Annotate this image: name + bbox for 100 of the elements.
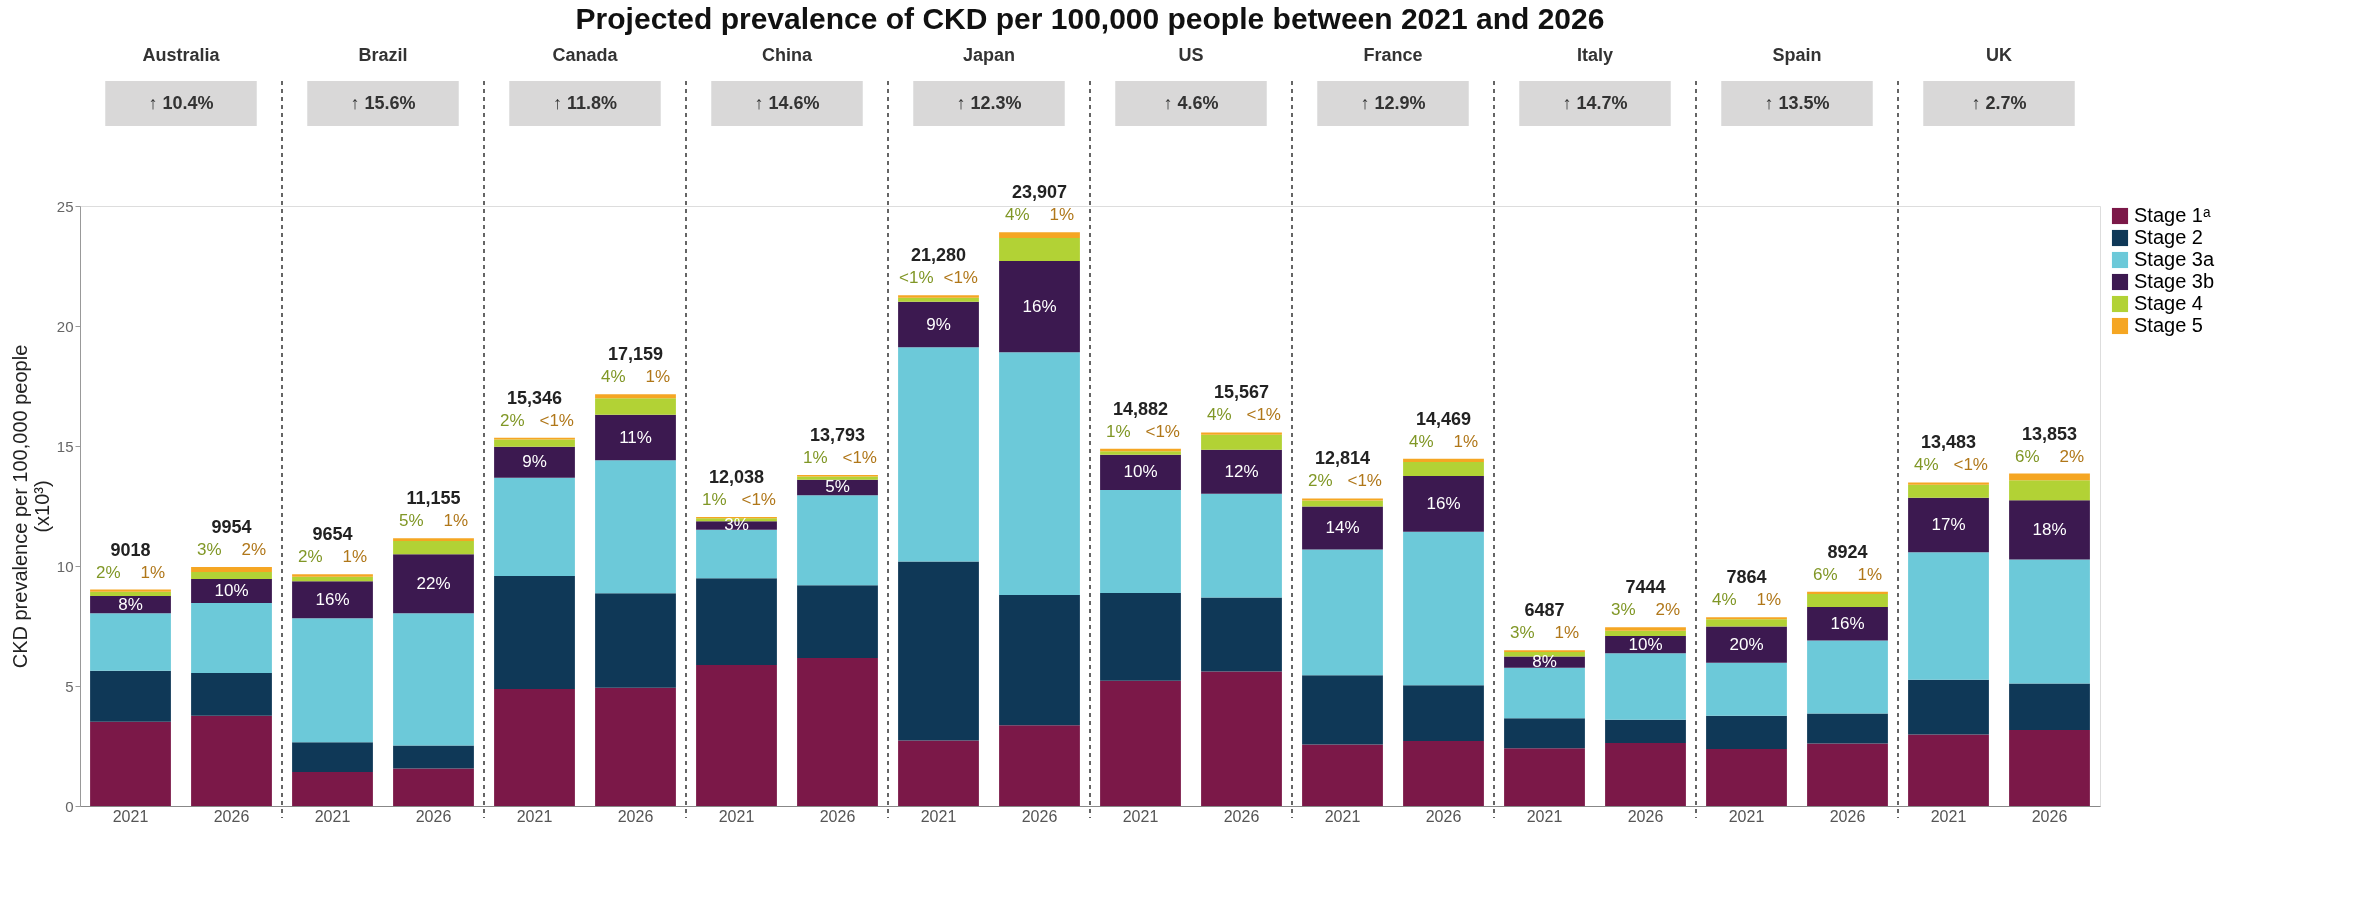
annotation: 16% [315,589,350,609]
bar [1908,552,1989,680]
annotation: 1% [342,547,368,567]
annotation: 16% [1022,296,1057,316]
bar [2009,480,2090,501]
text: ↑ 12.9% [1360,93,1426,113]
x-tick-label: 2021 [314,807,351,825]
total-label: 8924 [1827,541,1868,562]
bar [595,593,676,688]
annotation: <1% [539,410,574,430]
annotation: 1% [1554,623,1580,643]
bar [393,613,474,746]
x-tick-label: 2026 [415,807,452,825]
total-label: 17,159 [607,344,664,365]
annotation: 5% [825,477,850,497]
annotation: 1% [1049,205,1075,225]
bar [1807,593,1888,607]
bar [393,554,474,614]
bar [1302,744,1383,806]
annotation: 1% [1756,590,1782,610]
bar [292,771,373,806]
text: ↑ 11.8% [552,93,618,113]
bar [494,576,575,689]
bar [1807,743,1888,806]
bar [2009,473,2090,481]
bar [1100,680,1181,806]
total-label: 9018 [110,539,151,560]
bar [191,567,272,572]
bar [393,745,474,769]
annotation: 4% [600,367,626,387]
total-label: 7444 [1625,577,1666,598]
annotation: 4% [1408,431,1434,451]
annotation: 14% [1325,518,1360,538]
bar [1201,671,1282,806]
annotation: 1% [443,511,469,531]
annotation: 4% [1711,590,1737,610]
bar [292,574,373,577]
bar [292,742,373,772]
bar [1403,458,1484,463]
bar [797,657,878,806]
annotation: 2% [2059,446,2085,466]
annotation: 22% [416,573,451,593]
bar [898,295,979,298]
text: ↑ 12.3% [956,93,1022,113]
total-label: 6487 [1524,600,1565,621]
bar [1201,434,1282,450]
annotation: 5% [398,511,424,531]
bar [2009,559,2090,684]
x-tick-label: 2021 [1122,807,1159,825]
text: France [1363,45,1423,65]
annotation: <1% [943,268,978,288]
annotation: 2% [95,562,121,582]
bar [1807,640,1888,714]
text: ↑ 14.7% [1562,93,1628,113]
legend-label: Stage 5 [2134,314,2203,336]
annotation: <1% [1347,471,1382,491]
annotation: 2% [499,410,525,430]
bar [1605,719,1686,744]
bar [1403,740,1484,806]
text: Spain [1772,45,1822,65]
bar [1807,591,1888,594]
bar [191,603,272,674]
bar [1908,484,1989,498]
bar [191,571,272,580]
total-label: 12,814 [1314,448,1371,469]
text: ↑ 4.6% [1163,93,1219,113]
text: ↑ 14.6% [754,93,820,113]
bar [2009,729,2090,806]
total-label: 9954 [211,517,252,538]
y-tick-label: 5 [65,677,74,695]
bar [1201,449,1282,494]
bar [1302,549,1383,676]
bar [1403,476,1484,532]
bar [1706,626,1787,663]
y-tick-label: 10 [56,557,74,575]
annotation: <1% [1246,405,1281,425]
total-label: 11,155 [406,488,461,509]
bar [1100,592,1181,681]
total-label: 15,567 [1213,382,1270,403]
bar [1908,482,1989,485]
bar [898,740,979,806]
bar [595,398,676,415]
bar [1807,606,1888,641]
legend-label: Stage 1ᵃ [2134,204,2211,226]
annotation: 3% [1610,600,1636,620]
bar [1605,653,1686,720]
annotation: 6% [1812,564,1838,584]
bar [797,585,878,658]
bar [898,347,979,562]
text: ↑ 13.5% [1764,93,1830,113]
annotation: 2% [241,540,267,560]
bar [494,477,575,577]
bar [1403,685,1484,741]
annotation: <1% [842,447,877,467]
annotation: 1% [701,490,727,510]
bar [1201,597,1282,672]
annotation: 3% [196,540,222,560]
annotation: 17% [1931,515,1966,535]
annotation: 8% [1532,652,1557,672]
annotation: <1% [1145,421,1180,441]
